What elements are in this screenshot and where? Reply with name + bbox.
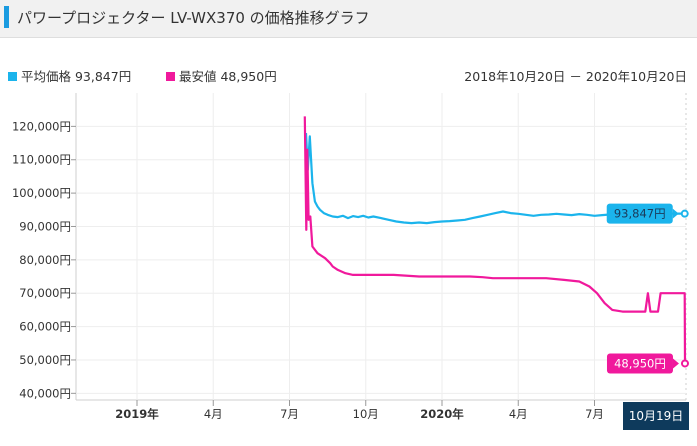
lowest-price-line bbox=[303, 116, 687, 364]
legend-swatch-minimum bbox=[166, 72, 175, 81]
current-date-box bbox=[623, 402, 689, 430]
y-tick-label: 100,000円 bbox=[12, 186, 71, 200]
legend-swatch-average bbox=[8, 72, 17, 81]
y-tick-label: 80,000円 bbox=[19, 253, 71, 267]
callout-pointer bbox=[672, 208, 679, 219]
legend-item-average: 平均価格 93,847円 bbox=[8, 66, 131, 85]
y-tick-label: 70,000円 bbox=[19, 286, 71, 300]
lowest-price-callout-label: 48,950円 bbox=[614, 356, 666, 370]
chart-legend: 平均価格 93,847円 最安値 48,950円 2018年10月20日 － 2… bbox=[0, 66, 697, 85]
average-price-callout bbox=[606, 203, 673, 224]
chart-grid bbox=[75, 93, 687, 401]
x-tick-label: 2020年 bbox=[420, 407, 464, 421]
legend-item-minimum: 最安値 48,950円 bbox=[166, 66, 277, 85]
current-date-label: 10月19日 bbox=[629, 409, 684, 423]
y-tick-label: 40,000円 bbox=[19, 386, 71, 400]
x-tick-label: 7月 bbox=[585, 407, 604, 421]
y-tick-label: 90,000円 bbox=[19, 219, 71, 233]
page-title: パワープロジェクター LV-WX370 の価格推移グラフ bbox=[17, 9, 370, 27]
y-tick-label: 50,000円 bbox=[19, 353, 71, 367]
x-tick-label: 4月 bbox=[509, 407, 528, 421]
series-end-point bbox=[680, 209, 689, 218]
header-accent-bar bbox=[4, 6, 9, 28]
page-header: パワープロジェクター LV-WX370 の価格推移グラフ bbox=[0, 0, 697, 38]
x-tick-label: 10月 bbox=[353, 407, 379, 421]
x-axis-ticks: 2019年 4月 7月 10月 2020年 4月 7月 10月19日 bbox=[115, 400, 689, 430]
y-tick-label: 120,000円 bbox=[12, 119, 71, 133]
series-end-point bbox=[680, 359, 689, 368]
lowest-price-callout bbox=[606, 353, 673, 374]
y-tick-label: 60,000円 bbox=[19, 320, 71, 334]
series-end-labels: 93,847円 48,950円 bbox=[606, 203, 689, 374]
average-price-callout-label: 93,847円 bbox=[614, 207, 666, 221]
y-axis-ticks: 40,000円 50,000円 60,000円 70,000円 80,000円 90,00… bbox=[12, 119, 76, 400]
legend-minimum-label: 最安値 48,950円 bbox=[179, 69, 277, 84]
x-tick-label: 7月 bbox=[280, 407, 299, 421]
x-tick-label: 2019年 bbox=[115, 407, 159, 421]
callout-pointer bbox=[672, 358, 679, 369]
date-range: 2018年10月20日 － 2020年10月20日 bbox=[464, 69, 687, 84]
legend-average-label: 平均価格 93,847円 bbox=[21, 69, 132, 84]
x-tick-label: 4月 bbox=[204, 407, 223, 421]
y-tick-label: 110,000円 bbox=[12, 153, 71, 167]
